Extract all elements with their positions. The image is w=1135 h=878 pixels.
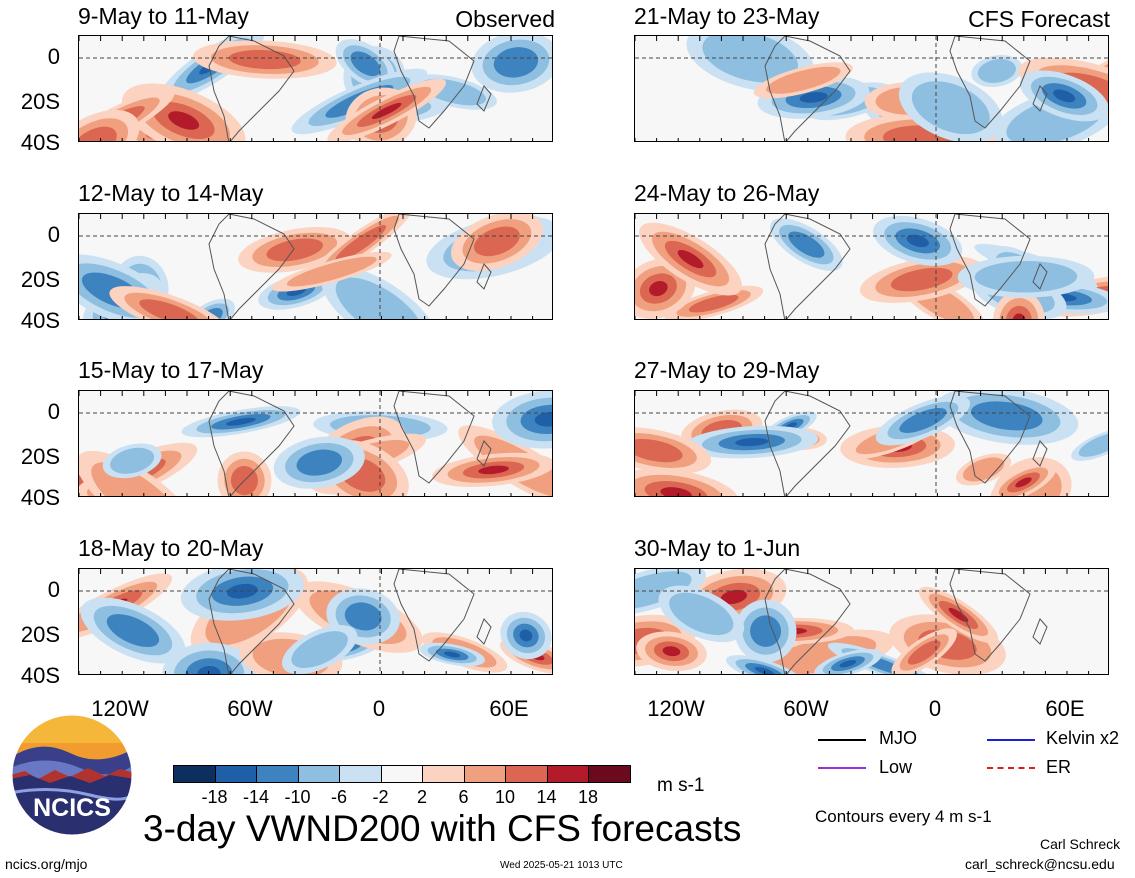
footer-email[interactable]: carl_schreck@ncsu.edu <box>965 856 1115 872</box>
colorbar-label: 6 <box>458 787 469 807</box>
wind-field-map <box>79 36 552 141</box>
wind-field-map <box>79 391 552 496</box>
wind-field-map <box>635 36 1108 141</box>
colorbar-swatch <box>297 765 340 783</box>
wind-field-map <box>635 391 1108 496</box>
panel-title: 9-May to 11-May <box>78 3 249 29</box>
colorbar-label: -2 <box>372 787 389 807</box>
panel-label: Observed <box>455 6 555 32</box>
legend-er-label: ER <box>1046 757 1072 777</box>
colorbar-swatch <box>173 765 216 783</box>
legend-kelvin-label: Kelvin x2 <box>1046 728 1120 748</box>
figure-title: 3-day VWND200 with CFS forecasts <box>143 808 742 849</box>
colorbar-swatch <box>422 765 465 783</box>
map-panel <box>634 213 1109 320</box>
colorbar-swatch <box>214 765 257 783</box>
map-panel <box>78 390 553 497</box>
map-panel <box>78 213 553 320</box>
panel-label: CFS Forecast <box>968 6 1110 32</box>
colorbar-label: 14 <box>536 787 557 807</box>
colorbar-label: -18 <box>201 787 228 807</box>
wind-field-map <box>79 569 552 674</box>
panel-title: 30-May to 1-Jun <box>634 535 801 561</box>
map-panel <box>634 390 1109 497</box>
x-tick-label: 60E <box>489 696 529 721</box>
legend-kelvin-line <box>987 739 1035 741</box>
footer-url[interactable]: ncics.org/mjo <box>5 856 88 872</box>
x-tick-label: 120W <box>91 696 149 721</box>
panel-title: 21-May to 23-May <box>634 3 820 29</box>
colorbar-label: -10 <box>284 787 311 807</box>
x-tick-label: 60E <box>1045 696 1085 721</box>
legend-mjo-line <box>818 739 866 741</box>
colorbar-label: 2 <box>416 787 427 807</box>
y-tick-label: 0 <box>47 44 60 69</box>
y-tick-label: 20S <box>20 89 60 114</box>
colorbar-label: -6 <box>330 787 347 807</box>
wind-field-map <box>635 214 1108 319</box>
colorbar-label: 18 <box>577 787 599 807</box>
colorbar-label: -14 <box>242 787 269 807</box>
y-tick-label: 20S <box>20 622 60 647</box>
map-panel <box>634 35 1109 142</box>
y-tick-label: 40S <box>20 130 60 155</box>
colorbar-swatch <box>256 765 299 783</box>
y-tick-label: 0 <box>47 577 60 602</box>
map-panel <box>78 35 553 142</box>
colorbar-swatch <box>339 765 382 783</box>
wind-field-map <box>79 214 552 319</box>
contour-note: Contours every 4 m s-1 <box>815 807 992 826</box>
map-panel <box>78 568 553 675</box>
x-tick-label: 0 <box>372 696 386 721</box>
x-tick-label: 0 <box>928 696 942 721</box>
legend-low-label: Low <box>879 757 913 777</box>
y-tick-label: 0 <box>47 399 60 424</box>
y-tick-label: 20S <box>20 267 60 292</box>
colorbar-units: m s-1 <box>657 775 705 796</box>
colorbar-swatch <box>463 765 506 783</box>
logo-text: NCICS <box>33 794 111 822</box>
colorbar-swatch <box>380 765 423 783</box>
y-tick-label: 40S <box>20 308 60 333</box>
panel-title: 27-May to 29-May <box>634 357 820 383</box>
y-tick-label: 0 <box>47 222 60 247</box>
footer-timestamp: Wed 2025-05-21 1013 UTC <box>500 860 623 871</box>
x-tick-label: 60W <box>227 696 273 721</box>
colorbar-swatch <box>588 765 631 783</box>
legend-mjo-label: MJO <box>879 728 917 748</box>
panel-title: 15-May to 17-May <box>78 357 264 383</box>
footer-author: Carl Schreck <box>1040 836 1121 852</box>
x-tick-label: 120W <box>647 696 705 721</box>
map-panel <box>634 568 1109 675</box>
x-tick-label: 60W <box>783 696 829 721</box>
panel-title: 12-May to 14-May <box>78 180 264 206</box>
legend-er-line <box>987 767 1035 769</box>
legend-low-line <box>818 767 866 769</box>
y-tick-label: 20S <box>20 444 60 469</box>
wind-field-map <box>635 569 1108 674</box>
panel-title: 24-May to 26-May <box>634 180 820 206</box>
y-tick-label: 40S <box>20 663 60 688</box>
colorbar-swatch <box>546 765 589 783</box>
panel-title: 18-May to 20-May <box>78 535 264 561</box>
colorbar-label: 10 <box>494 787 516 807</box>
y-tick-label: 40S <box>20 485 60 510</box>
colorbar-swatch <box>505 765 548 783</box>
ncics-logo: NCICS <box>10 713 135 838</box>
